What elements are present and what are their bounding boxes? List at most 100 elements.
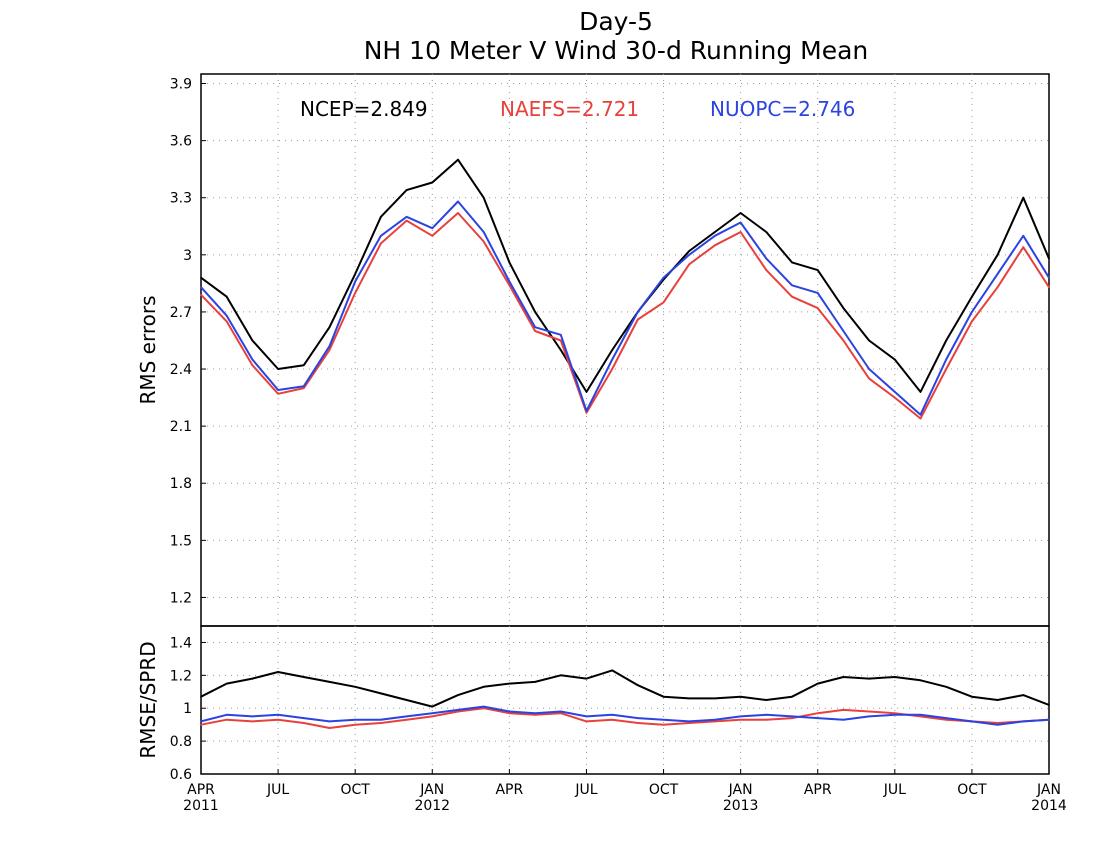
top-series-nuopc-point <box>560 334 562 336</box>
bottom-series-nuopc-point <box>637 717 639 719</box>
top-series-naefs-point <box>662 301 665 304</box>
top-series-naefs-point <box>585 412 588 414</box>
bottom-series-naefs-point <box>534 714 536 716</box>
bottom-series-naefs-point <box>919 715 922 718</box>
bottom-series-nuopc-point <box>508 710 511 713</box>
rms-errors-panel: 1.2 1.5 1.8 2.1 2.4 2.7 3 3.3 3.6 3.9 <box>170 73 1050 627</box>
bottom-ytick-label: 1 <box>183 701 192 717</box>
bottom-series-naefs-point <box>791 717 793 719</box>
top-series-naefs-point <box>354 292 357 294</box>
top-series-nuopc-line <box>200 200 1050 416</box>
top-series-ncep-line <box>200 158 1050 393</box>
x-tick-month-label: APR <box>495 782 523 798</box>
top-series-naefs-point <box>1048 286 1050 289</box>
top-series-naefs-point <box>560 339 562 342</box>
bottom-series-ncep-point <box>662 695 665 698</box>
bottom-series-ncep-point <box>354 686 357 688</box>
bottom-ytick-label: 1.2 <box>170 668 192 684</box>
top-series-nuopc-point <box>277 389 279 391</box>
top-series-ncep-point <box>482 196 485 199</box>
top-series-naefs-point <box>714 244 716 247</box>
top-series-nuopc-point <box>842 330 845 332</box>
top-series-naefs-point <box>894 396 896 399</box>
top-series-ncep-point <box>251 339 254 342</box>
bottom-series-ncep-point <box>1022 694 1025 696</box>
bottom-series-ncep-point <box>919 679 922 682</box>
bottom-series-ncep-point <box>996 699 999 701</box>
x-tick-year-label: 2011 <box>183 798 219 814</box>
bottom-series-nuopc-point <box>842 718 845 721</box>
top-series-naefs-point <box>508 284 511 287</box>
bottom-series-ncep-point <box>534 681 536 683</box>
top-series-naefs-point <box>816 307 819 309</box>
top-series-naefs-point <box>277 393 279 395</box>
top-series-ncep-point <box>560 349 562 351</box>
top-series-ncep-point <box>277 368 279 370</box>
top-ytick-label: 2.4 <box>170 362 192 378</box>
top-series-nuopc-point <box>585 410 588 412</box>
top-series-nuopc-point <box>457 200 459 203</box>
bottom-series-naefs-point <box>945 718 947 721</box>
bottom-ytick-label: 0.6 <box>170 767 192 783</box>
bottom-series-naefs-point <box>765 718 768 721</box>
bottom-ytick-label: 0.8 <box>170 734 192 750</box>
top-series-naefs-point <box>637 318 639 321</box>
top-ytick-label: 1.8 <box>170 476 192 492</box>
bottom-series-naefs-point <box>431 715 434 718</box>
bottom-series-naefs-point <box>894 712 896 714</box>
top-series-ncep-point <box>765 231 768 233</box>
top-series-naefs-point <box>842 339 845 342</box>
bottom-series-naefs-point <box>328 727 331 729</box>
bottom-series-naefs-point <box>560 712 562 714</box>
bottom-series-nuopc-point <box>405 715 408 718</box>
x-tick-month-label: APR <box>187 782 215 798</box>
top-series-ncep-point <box>457 158 459 161</box>
bottom-series-naefs-point <box>380 722 382 724</box>
bottom-series-nuopc-point <box>791 715 793 718</box>
top-series-ncep-point <box>868 339 870 342</box>
top-series-ncep-point <box>303 364 305 367</box>
bottom-series-naefs-point <box>842 709 845 711</box>
x-tick-month-label: OCT <box>649 782 679 798</box>
top-series-nuopc-point <box>328 345 331 348</box>
top-series-nuopc-point <box>1048 276 1050 279</box>
top-series-nuopc-point <box>688 254 690 256</box>
bottom-series-naefs-point <box>996 722 999 724</box>
top-series-ncep-point <box>405 189 408 191</box>
bottom-series-ncep-point <box>482 686 485 688</box>
top-series-ncep-point <box>791 261 793 264</box>
bottom-series-naefs-point <box>482 707 485 709</box>
bottom-series-nuopc-point <box>328 720 331 723</box>
bottom-series-ncep-point <box>200 695 202 698</box>
top-series-ncep-point <box>611 349 613 351</box>
top-series-ncep-point <box>431 181 434 184</box>
top-series-naefs-point <box>328 349 331 351</box>
bottom-series-naefs-point <box>637 722 639 724</box>
top-series-ncep-point <box>971 295 973 298</box>
top-series-nuopc-point <box>868 368 870 370</box>
bottom-series-nuopc-point <box>765 714 768 716</box>
bottom-series-nuopc-point <box>996 723 999 726</box>
bottom-series-nuopc-point <box>354 718 357 721</box>
bottom-series-ncep-point <box>277 671 279 673</box>
top-series-ncep-point <box>996 254 999 256</box>
bottom-series-ncep-point <box>431 705 434 708</box>
bottom-series-naefs-point <box>508 712 511 714</box>
top-series-nuopc-point <box>919 413 922 416</box>
top-series-naefs-point <box>251 364 254 367</box>
top-series-nuopc-point <box>405 216 408 218</box>
bottom-series-ncep-point <box>842 676 845 678</box>
top-ytick-label: 2.7 <box>170 305 192 321</box>
top-series-nuopc-point <box>945 358 947 361</box>
bottom-series-naefs-point <box>277 718 279 721</box>
top-series-nuopc-point <box>791 284 793 287</box>
bottom-series-ncep-point <box>380 692 382 695</box>
bottom-series-nuopc-point <box>611 714 613 716</box>
top-series-nuopc-point <box>482 231 485 233</box>
top-series-naefs-point <box>765 269 768 271</box>
top-series-naefs-point <box>482 240 485 243</box>
bottom-series-nuopc-point <box>534 712 536 714</box>
bottom-series-nuopc-line <box>200 705 1050 726</box>
top-series-ncep-point <box>739 212 742 214</box>
